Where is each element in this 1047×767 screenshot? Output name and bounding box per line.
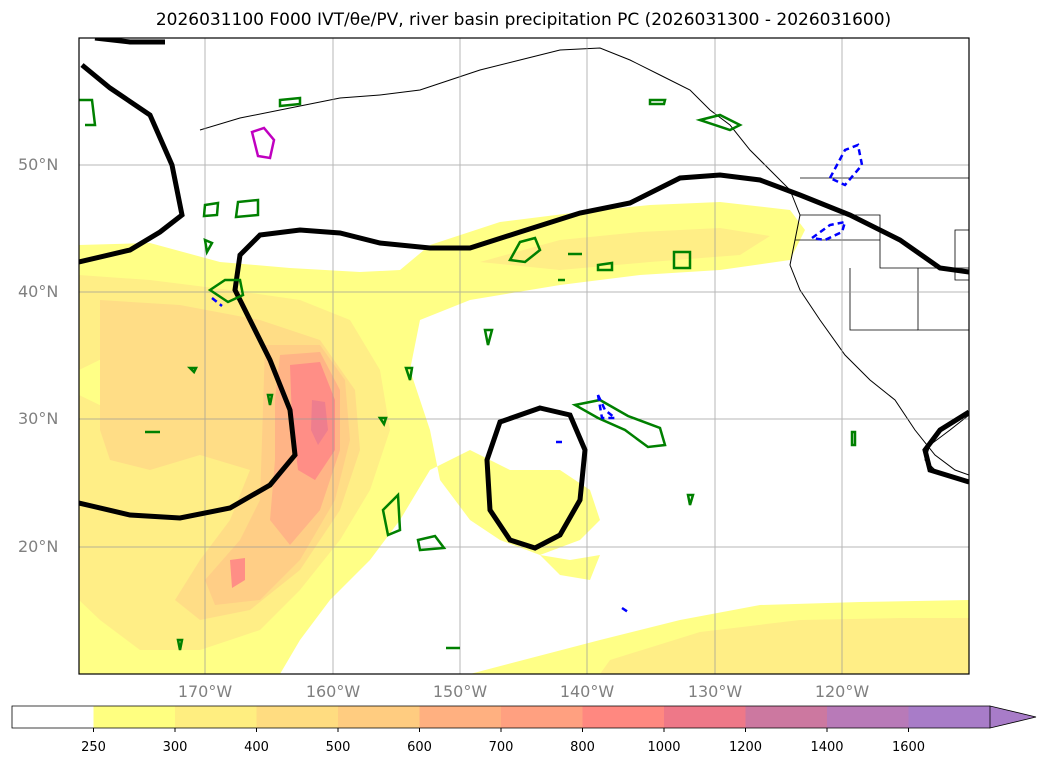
colorbar-segment (419, 706, 502, 728)
colorbar-tick-label: 250 (81, 740, 106, 755)
colorbar-tick-label: 800 (570, 740, 595, 755)
ivt-250-south (540, 555, 600, 580)
lon-label-120w: 120°W (814, 682, 870, 701)
colorbar-segment (175, 706, 257, 728)
colorbar-extend-arrow (989, 705, 1037, 729)
colorbar-segment (745, 706, 828, 728)
colorbar-tick-label: 300 (162, 740, 188, 755)
colorbar-segment (12, 706, 94, 728)
colorbar-segment (664, 706, 746, 728)
black-contour-top (94, 38, 165, 45)
colorbar-tick-label: 1400 (810, 740, 844, 755)
political-borders (795, 177, 969, 331)
ivt-300-ne (480, 228, 770, 270)
black-contours (79, 38, 969, 551)
colorbar-tick-label: 1000 (647, 740, 681, 755)
colorbar-tick-label: 700 (488, 740, 514, 755)
black-contour-east (922, 409, 969, 485)
lat-label-30n: 30°N (18, 409, 59, 428)
map-frame (78, 37, 970, 675)
map-title: 2026031100 F000 IVT/θe/PV, river basin p… (155, 10, 892, 30)
colorbar-segment (256, 706, 339, 728)
lon-label-160w: 160°W (305, 682, 361, 701)
colorbar-segment (501, 706, 583, 728)
blue-dashed-contours (211, 143, 864, 614)
ivt-300-se (600, 618, 969, 674)
ivt-shading (79, 202, 969, 674)
map-panel (79, 38, 969, 674)
colorbar-segment (827, 706, 909, 728)
lat-label-50n: 50°N (18, 155, 59, 174)
lon-label-130w: 130°W (687, 682, 743, 701)
colorbar-segment (582, 706, 665, 728)
colorbar-tick-label: 1600 (891, 740, 926, 755)
green-contours (79, 96, 857, 651)
colorbar-segment (93, 706, 176, 728)
colorbar-tick-label: 500 (325, 740, 351, 755)
lon-label-170w: 170°W (177, 682, 233, 701)
lat-label-20n: 20°N (18, 537, 59, 556)
colorbar-tick-label: 1200 (728, 740, 763, 755)
lat-label-40n: 40°N (18, 282, 59, 301)
black-contour-ring (484, 405, 588, 551)
colorbar-tick-label: 400 (244, 740, 269, 755)
lon-label-140w: 140°W (559, 682, 615, 701)
black-contour-north (79, 63, 185, 265)
ivt-800-sw (230, 558, 245, 588)
colorbar-segment (338, 706, 420, 728)
colorbar-segment (908, 706, 991, 728)
lon-label-150w: 150°W (432, 682, 488, 701)
magenta-contour (250, 126, 276, 160)
black-contour-main (79, 172, 969, 521)
colorbar (11, 705, 1037, 732)
ivt-1000 (311, 400, 328, 445)
colorbar-tick-label: 600 (407, 740, 432, 755)
